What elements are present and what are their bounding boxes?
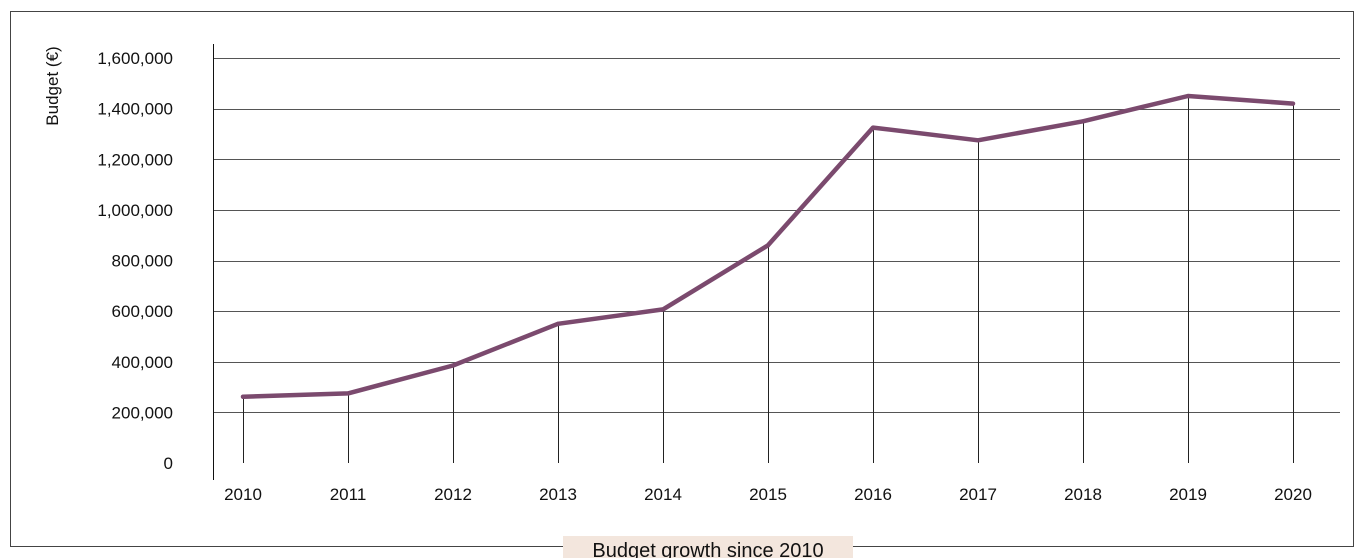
y-tick-label: 1,000,000 [97, 201, 173, 220]
y-axis-label: Budget (€) [43, 46, 62, 125]
chart-frame [10, 11, 1354, 547]
title-background [563, 536, 853, 558]
data-point [1291, 101, 1295, 106]
y-tick-label: 1,600,000 [97, 49, 173, 68]
x-tick-label: 2011 [330, 485, 367, 504]
x-tick-label: 2019 [1169, 485, 1207, 504]
x-tick-label: 2015 [749, 485, 787, 504]
x-tick-label: 2016 [854, 485, 892, 504]
data-point [1081, 119, 1085, 124]
y-tick-labels: 0 200,000 400,000 600,000 800,000 1,000,000 1,… [97, 49, 173, 473]
x-tick-label: 2014 [644, 485, 682, 504]
data-point [766, 243, 770, 248]
x-tick-label: 2017 [959, 485, 997, 504]
data-point [976, 138, 980, 143]
data-point [346, 391, 350, 396]
y-tick-label: 0 [164, 454, 173, 473]
y-tick-label: 1,400,000 [97, 100, 173, 119]
y-tick-label: 800,000 [112, 252, 173, 271]
data-point [661, 307, 665, 312]
y-tick-label: 200,000 [112, 403, 173, 422]
data-point [241, 394, 245, 399]
point-drop-lines [243, 95, 1294, 463]
x-tick-label: 2010 [224, 485, 262, 504]
gridlines [213, 58, 1340, 413]
data-point [556, 321, 560, 326]
data-point [1186, 93, 1190, 98]
x-tick-label: 2012 [434, 485, 472, 504]
data-point [871, 125, 875, 130]
series-layer [240, 93, 1296, 399]
x-tick-label: 2018 [1064, 485, 1102, 504]
data-point [451, 363, 455, 368]
y-tick-label: 1,200,000 [97, 150, 173, 169]
x-tick-label: 2013 [539, 485, 577, 504]
x-tick-label: 2020 [1274, 485, 1312, 504]
y-tick-label: 600,000 [112, 302, 173, 321]
y-tick-label: 400,000 [112, 353, 173, 372]
x-tick-labels: 2010 2011 2012 2013 2014 2015 2016 2017 2018 2019… [224, 485, 1312, 504]
chart-title: Budget growth since 2010 [592, 540, 823, 558]
